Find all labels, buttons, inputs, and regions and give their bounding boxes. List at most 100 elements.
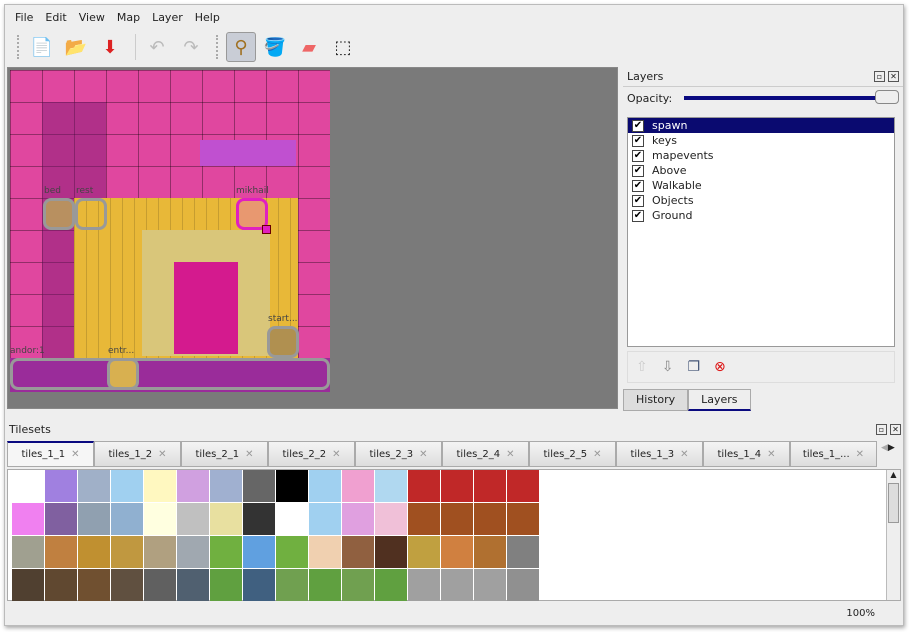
- eraser-button[interactable]: ▰: [294, 32, 324, 62]
- map-view[interactable]: bed rest mikhail start... andor:1 entr..…: [7, 67, 618, 409]
- tile[interactable]: [342, 536, 374, 568]
- resize-handle[interactable]: [262, 225, 271, 234]
- map-object-entrance[interactable]: [107, 358, 139, 390]
- tile[interactable]: [342, 569, 374, 601]
- tile[interactable]: [507, 569, 539, 601]
- tile[interactable]: [441, 503, 473, 535]
- slider-handle[interactable]: [875, 90, 899, 104]
- visibility-checkbox[interactable]: ✔: [632, 149, 644, 162]
- tab-history[interactable]: History: [623, 389, 689, 411]
- tile[interactable]: [309, 503, 341, 535]
- tile[interactable]: [375, 569, 407, 601]
- close-tab-icon[interactable]: ✕: [767, 448, 776, 460]
- open-button[interactable]: 📂: [61, 32, 91, 62]
- map-object-mikhail[interactable]: [236, 198, 268, 230]
- raise-layer-icon[interactable]: ⇧: [636, 359, 648, 375]
- menu-view[interactable]: View: [78, 11, 105, 24]
- tile[interactable]: [45, 470, 77, 502]
- tile[interactable]: [243, 470, 275, 502]
- tile[interactable]: [144, 536, 176, 568]
- tile[interactable]: [441, 536, 473, 568]
- tile[interactable]: [342, 503, 374, 535]
- remove-layer-icon[interactable]: ⊗: [714, 359, 726, 375]
- menu-layer[interactable]: Layer: [152, 11, 183, 24]
- float-icon[interactable]: ▫: [874, 71, 885, 82]
- tile[interactable]: [474, 569, 506, 601]
- tile[interactable]: [507, 536, 539, 568]
- tile[interactable]: [309, 470, 341, 502]
- tile[interactable]: [507, 503, 539, 535]
- tile[interactable]: [408, 569, 440, 601]
- close-tab-icon[interactable]: ✕: [71, 449, 80, 460]
- tile[interactable]: [45, 503, 77, 535]
- layer-item[interactable]: ✔ Above: [628, 163, 894, 178]
- lower-layer-icon[interactable]: ⇩: [661, 359, 674, 375]
- map-object-rest[interactable]: [75, 198, 107, 230]
- bucket-fill-button[interactable]: 🪣: [260, 32, 290, 62]
- visibility-checkbox[interactable]: ✔: [632, 164, 644, 177]
- tile[interactable]: [12, 503, 44, 535]
- tab-layers[interactable]: Layers: [688, 389, 751, 411]
- tileset-tab[interactable]: tiles_1_... ✕: [790, 441, 877, 467]
- tile[interactable]: [243, 536, 275, 568]
- close-tab-icon[interactable]: ✕: [158, 448, 167, 460]
- undo-button[interactable]: ↶: [142, 32, 172, 62]
- close-tab-icon[interactable]: ✕: [506, 448, 515, 460]
- tile[interactable]: [375, 470, 407, 502]
- tile[interactable]: [78, 536, 110, 568]
- tile[interactable]: [177, 569, 209, 601]
- layer-item[interactable]: ✔ Ground: [628, 208, 894, 223]
- tile[interactable]: [276, 536, 308, 568]
- tile[interactable]: [408, 536, 440, 568]
- layer-item[interactable]: ✔ mapevents: [628, 148, 894, 163]
- tile[interactable]: [177, 503, 209, 535]
- close-tab-icon[interactable]: ✕: [419, 448, 428, 460]
- close-icon[interactable]: ✕: [890, 423, 901, 435]
- tileset-tab[interactable]: tiles_2_4 ✕: [442, 441, 529, 467]
- tile[interactable]: [144, 569, 176, 601]
- tile[interactable]: [177, 536, 209, 568]
- tileset-tab[interactable]: tiles_2_2 ✕: [268, 441, 355, 467]
- tileset-tab[interactable]: tiles_1_4 ✕: [703, 441, 790, 467]
- close-tab-icon[interactable]: ✕: [855, 448, 865, 460]
- opacity-slider[interactable]: [684, 90, 899, 104]
- tile[interactable]: [507, 470, 539, 502]
- tile[interactable]: [12, 536, 44, 568]
- tile[interactable]: [12, 569, 44, 601]
- menu-help[interactable]: Help: [194, 11, 220, 24]
- tile[interactable]: [78, 569, 110, 601]
- tile[interactable]: [276, 503, 308, 535]
- visibility-checkbox[interactable]: ✔: [632, 209, 644, 222]
- menu-file[interactable]: File: [15, 11, 34, 24]
- tile[interactable]: [111, 503, 143, 535]
- tile[interactable]: [111, 470, 143, 502]
- tile[interactable]: [45, 536, 77, 568]
- tileset-view[interactable]: ▲: [7, 469, 901, 601]
- tile[interactable]: [210, 470, 242, 502]
- tile[interactable]: [276, 470, 308, 502]
- tile[interactable]: [474, 470, 506, 502]
- visibility-checkbox[interactable]: ✔: [632, 134, 644, 147]
- tile[interactable]: [210, 503, 242, 535]
- tile[interactable]: [210, 569, 242, 601]
- tile[interactable]: [144, 503, 176, 535]
- tile[interactable]: [474, 503, 506, 535]
- float-icon[interactable]: ▫: [876, 423, 887, 435]
- tile[interactable]: [243, 503, 275, 535]
- close-tab-icon[interactable]: ✕: [332, 448, 341, 460]
- close-tab-icon[interactable]: ✕: [245, 448, 254, 460]
- visibility-checkbox[interactable]: ✔: [632, 119, 644, 132]
- menu-map[interactable]: Map: [116, 11, 141, 24]
- tile[interactable]: [441, 470, 473, 502]
- map-object-start[interactable]: [267, 326, 299, 358]
- layer-item[interactable]: ✔ Walkable: [628, 178, 894, 193]
- layer-item[interactable]: ✔ Objects: [628, 193, 894, 208]
- duplicate-layer-icon[interactable]: ❐: [687, 359, 701, 375]
- scroll-right-icon[interactable]: ▶: [887, 443, 895, 453]
- tile[interactable]: [375, 503, 407, 535]
- tile[interactable]: [474, 536, 506, 568]
- layer-item[interactable]: ✔ keys: [628, 133, 894, 148]
- tile[interactable]: [111, 536, 143, 568]
- tileset-tab[interactable]: tiles_1_1 ✕: [7, 441, 94, 467]
- map-canvas[interactable]: bed rest mikhail start... andor:1 entr..…: [10, 70, 330, 392]
